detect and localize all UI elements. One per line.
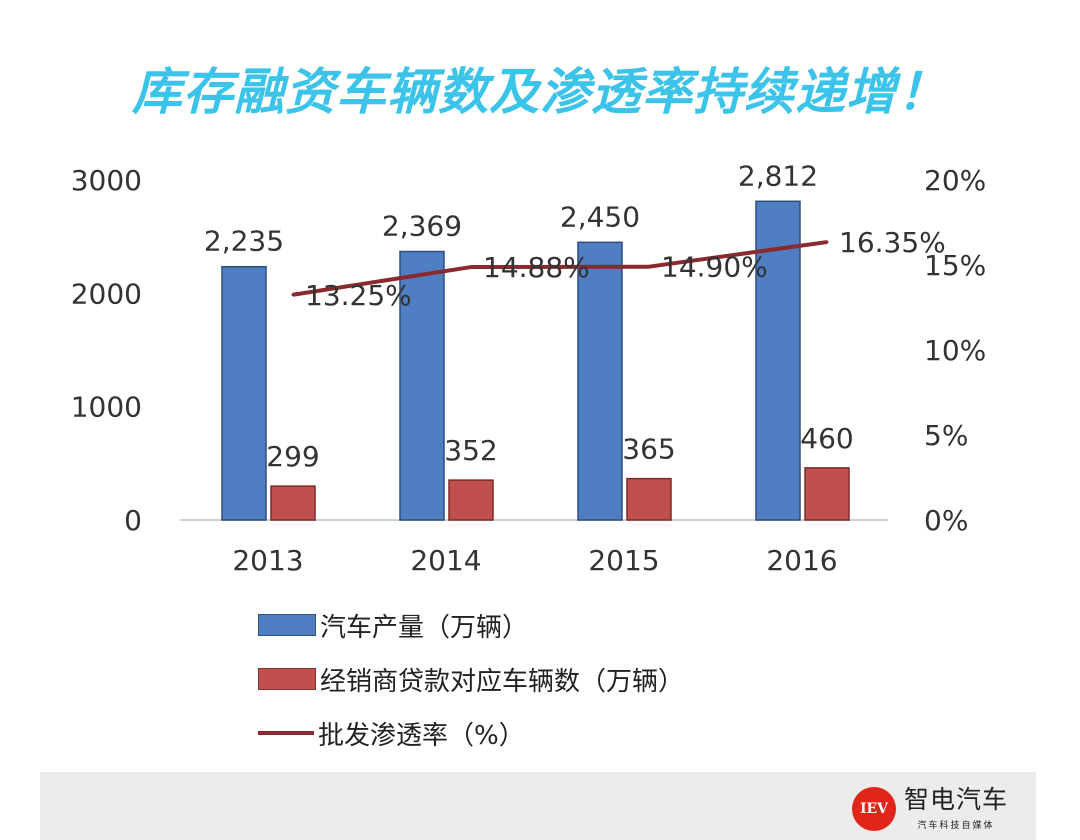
data-label-production: 2,450	[560, 200, 640, 233]
point-penetration	[647, 265, 651, 269]
brand-logo-icon: IEV	[852, 786, 896, 831]
footer-bar: IEV 智电汽车 汽车科技自媒体	[40, 772, 1036, 840]
y-right-tick-label: 5%	[924, 419, 968, 452]
point-penetration	[469, 265, 473, 269]
legend-label-penetration: 批发渗透率（%）	[318, 720, 525, 751]
y-left-tick-label: 2000	[71, 277, 142, 310]
point-penetration	[291, 293, 295, 297]
bar-production	[399, 250, 445, 521]
legend-swatch-production	[258, 614, 316, 636]
y-right-tick-label: 0%	[924, 504, 968, 537]
legend-item-production: 汽车产量（万辆）	[258, 598, 684, 652]
data-label-penetration: 13.25%	[305, 279, 412, 312]
data-label-production: 2,235	[204, 225, 284, 258]
headline: 库存融资车辆数及渗透率持续递增！	[132, 63, 948, 121]
data-label-dealer-loans: 352	[444, 434, 497, 467]
data-label-dealer-loans: 365	[622, 433, 675, 466]
y-left-tick-label: 3000	[71, 164, 142, 197]
x-tick-label: 2014	[410, 544, 481, 577]
legend-swatch-penetration	[258, 731, 314, 735]
x-tick-label: 2016	[766, 544, 837, 577]
y-right-tick-label: 20%	[924, 164, 986, 197]
legend: 汽车产量（万辆） 经销商贷款对应车辆数（万辆） 批发渗透率（%）	[258, 598, 684, 760]
bar-dealer-loans	[448, 479, 494, 521]
x-tick-label: 2013	[232, 544, 303, 577]
brand: IEV 智电汽车 汽车科技自媒体	[852, 786, 1008, 831]
bar-dealer-loans	[804, 467, 850, 521]
y-left-tick-label: 0	[124, 504, 142, 537]
legend-item-dealer-loans: 经销商贷款对应车辆数（万辆）	[258, 652, 684, 706]
data-label-dealer-loans: 460	[800, 422, 853, 455]
legend-item-penetration: 批发渗透率（%）	[258, 706, 684, 760]
data-label-penetration: 16.35%	[839, 226, 946, 259]
combo-chart: 0 1000 2000 3000 0% 5% 10% 15% 20% 2,235 299 2013 2,…	[71, 160, 987, 577]
bar-production	[577, 241, 623, 521]
data-label-dealer-loans: 299	[266, 440, 319, 473]
brand-text: 智电汽车 汽车科技自媒体	[904, 785, 1009, 832]
brand-name: 智电汽车	[904, 785, 1009, 814]
brand-tagline: 汽车科技自媒体	[917, 821, 995, 831]
point-penetration	[825, 240, 829, 244]
legend-swatch-dealer-loans	[258, 668, 316, 690]
bar-production	[221, 265, 267, 521]
bar-dealer-loans	[270, 485, 316, 521]
y-left-tick-label: 1000	[71, 391, 142, 424]
legend-label-dealer-loans: 经销商贷款对应车辆数（万辆）	[320, 666, 685, 697]
data-label-production: 2,812	[738, 160, 818, 192]
line-penetration	[292, 240, 828, 297]
legend-label-production: 汽车产量（万辆）	[320, 612, 529, 643]
data-label-penetration: 14.90%	[661, 251, 768, 284]
data-label-penetration: 14.88%	[483, 251, 590, 284]
y-right-tick-label: 15%	[924, 249, 986, 282]
y-right-tick-label: 10%	[924, 334, 986, 367]
data-label-production: 2,369	[382, 210, 462, 243]
bar-dealer-loans	[626, 477, 672, 521]
x-tick-label: 2015	[588, 544, 659, 577]
bar-production	[755, 200, 801, 521]
